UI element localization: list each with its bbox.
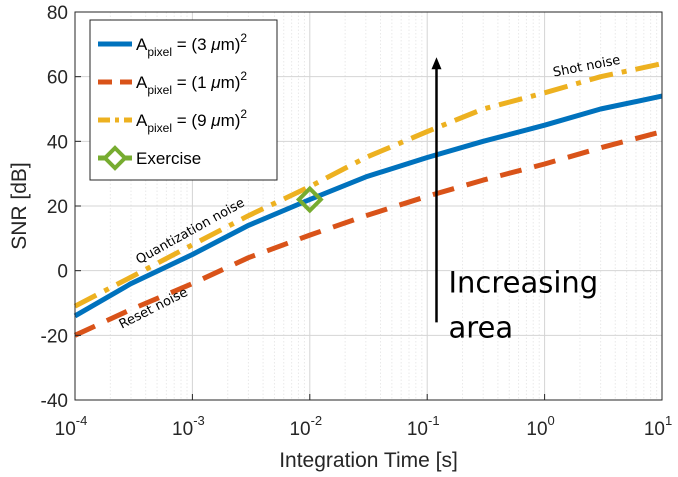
legend-name-part: m) xyxy=(221,35,241,54)
legend-entry: Apixel = (1 μm)2 xyxy=(136,69,247,97)
series-layer xyxy=(73,61,663,338)
legend-name-superscript: 2 xyxy=(240,31,247,45)
y-axis-label: SNR [dB] xyxy=(8,162,31,250)
legend-name-part: A xyxy=(136,111,148,130)
arrow-label-line: Increasing xyxy=(448,265,598,299)
legend-name-superscript: 2 xyxy=(240,69,247,83)
legend-name-superscript: 2 xyxy=(240,107,247,121)
x-tick-label: 100 xyxy=(526,413,554,440)
legend-entry: Apixel = (9 μm)2 xyxy=(136,107,247,135)
x-tick-exponent: -4 xyxy=(76,413,88,428)
legend-name-part: μ xyxy=(210,73,221,92)
exercise-marker xyxy=(295,185,324,214)
x-tick-base: 10 xyxy=(289,419,310,440)
x-tick-label: 10-4 xyxy=(55,413,88,440)
x-tick-exponent: 1 xyxy=(665,413,672,428)
y-tick-label: 80 xyxy=(47,3,68,24)
x-tick-label: 10-3 xyxy=(172,413,205,440)
y-tick-label: 40 xyxy=(47,132,68,153)
x-tick-exponent: -1 xyxy=(428,413,440,428)
x-tick-exponent: -2 xyxy=(311,413,323,428)
legend-name-part: μ xyxy=(210,35,221,54)
x-tick-base: 10 xyxy=(526,419,547,440)
y-tick-label: 0 xyxy=(57,262,68,283)
x-tick-label: 101 xyxy=(644,413,672,440)
x-tick-base: 10 xyxy=(55,419,76,440)
annotation-label: Reset noise xyxy=(117,285,191,332)
y-tick-label: 60 xyxy=(47,68,68,89)
legend-name-subscript: pixel xyxy=(147,83,172,97)
y-tick-label: -40 xyxy=(41,391,68,412)
marker-layer xyxy=(295,185,324,214)
x-tick-label: 10-2 xyxy=(289,413,322,440)
legend-name-subscript: pixel xyxy=(147,121,172,135)
legend-name-part: A xyxy=(136,73,148,92)
y-tick-label: 20 xyxy=(47,197,68,218)
legend-exercise-marker xyxy=(102,145,128,171)
legend-name-part: m) xyxy=(221,73,241,92)
legend-name-part: μ xyxy=(210,111,221,130)
legend-name-part: m) xyxy=(221,111,241,130)
x-axis-label: Integration Time [s] xyxy=(279,449,458,472)
arrow-head xyxy=(431,57,442,70)
legend-name-part: = (1 xyxy=(172,73,211,92)
legend-name-part: A xyxy=(136,35,148,54)
series-line-1 xyxy=(73,93,663,319)
legend-name-part: = (3 xyxy=(172,35,211,54)
x-tick-exponent: -3 xyxy=(193,413,205,428)
x-tick-base: 10 xyxy=(644,419,665,440)
series-line-2 xyxy=(73,129,663,338)
x-tick-base: 10 xyxy=(172,419,193,440)
legend-name-part: = (9 xyxy=(172,111,211,130)
x-tick-exponent: 0 xyxy=(548,413,555,428)
y-tick-label: -20 xyxy=(41,326,68,347)
arrow-label-line: area xyxy=(448,310,513,344)
legend-entry: Exercise xyxy=(136,149,201,168)
legend-entry: Apixel = (3 μm)2 xyxy=(136,31,247,59)
series-line-3 xyxy=(73,61,663,309)
x-tick-base: 10 xyxy=(407,419,428,440)
x-tick-label: 10-1 xyxy=(407,413,440,440)
legend-name-subscript: pixel xyxy=(147,45,172,59)
